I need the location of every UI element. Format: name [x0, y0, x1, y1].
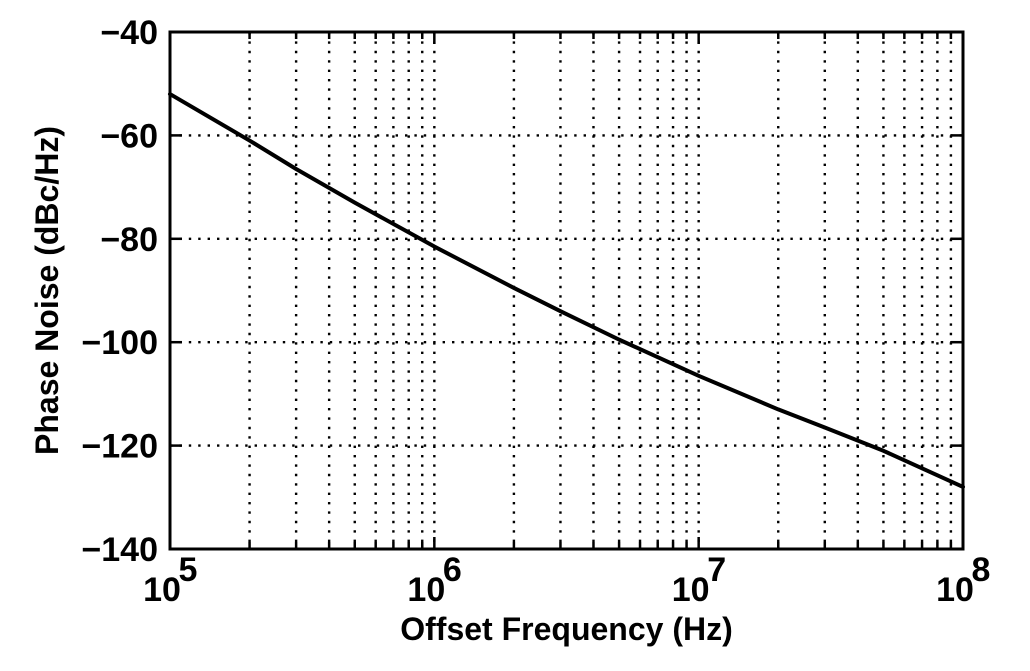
x-axis-label: Offset Frequency (Hz) [400, 611, 732, 647]
y-tick-label: −100 [81, 324, 158, 362]
x-tick-base: 10 [407, 571, 445, 609]
x-tick-exponent: 5 [179, 551, 198, 589]
plot-frame [168, 30, 965, 551]
x-tick-exponent: 8 [972, 551, 991, 589]
x-tick-label: 107 [672, 551, 726, 609]
x-tick-label: 108 [936, 551, 990, 609]
y-tick-label: −40 [100, 14, 158, 52]
tick-marks [170, 30, 963, 551]
y-tick-label: −60 [100, 117, 158, 155]
y-axis-label: Phase Noise (dBc/Hz) [29, 126, 65, 455]
x-tick-base: 10 [143, 571, 181, 609]
y-tick-label: −80 [100, 221, 158, 259]
y-tick-label: −120 [81, 428, 158, 466]
x-tick-base: 10 [936, 571, 974, 609]
x-tick-exponent: 6 [443, 551, 462, 589]
y-axis-tick-labels: −40 −60 −80 −100 −120 −140 [81, 14, 158, 569]
x-tick-exponent: 7 [707, 551, 726, 589]
x-tick-label: 105 [143, 551, 197, 609]
x-tick-label: 106 [407, 551, 461, 609]
y-tick-label: −140 [81, 531, 158, 569]
x-tick-base: 10 [672, 571, 710, 609]
grid [170, 32, 963, 549]
phase-noise-curve [168, 92, 965, 489]
